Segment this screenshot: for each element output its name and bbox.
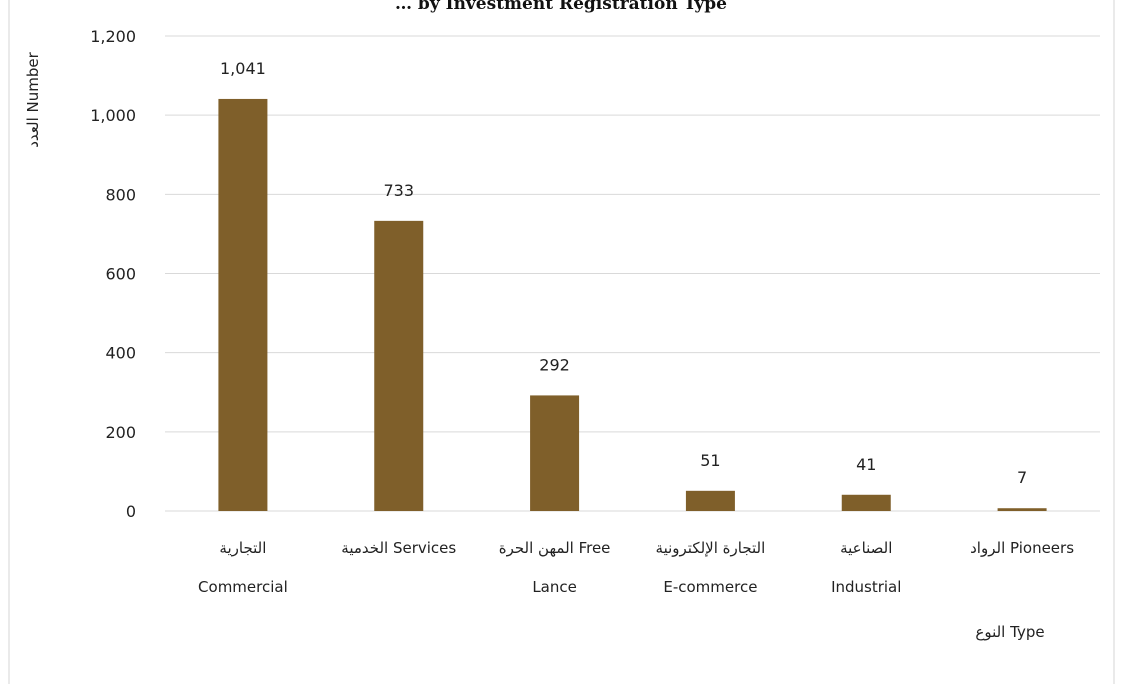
x-category-label: التجارة الإلكترونية (656, 539, 766, 557)
x-category-label: Commercial (198, 578, 288, 596)
bar (218, 98, 268, 511)
x-category-label: E-commerce (663, 578, 757, 596)
data-label: 1,041 (220, 59, 266, 78)
y-tick-label: 800 (105, 185, 136, 204)
data-label: 292 (539, 355, 570, 374)
x-category-label: Industrial (831, 578, 901, 596)
y-tick-label: 200 (105, 423, 136, 442)
bar (997, 508, 1047, 511)
gridlines (165, 35, 1100, 512)
y-tick-label: 0 (126, 502, 136, 521)
data-labels: 1,041 733 292 51 41 7 (220, 59, 1027, 487)
chart-title: … by Investment Registration Type (395, 0, 727, 14)
y-tick-label: 600 (105, 265, 136, 284)
data-label: 41 (856, 455, 876, 474)
y-tick-label: 1,000 (90, 106, 136, 125)
x-category-label: التجارية (219, 539, 266, 557)
bar (530, 395, 580, 511)
bars (218, 98, 1047, 511)
x-category-label: الرواد Pioneers (970, 539, 1074, 557)
bar (374, 220, 424, 511)
y-axis-title: العدد Number (24, 51, 42, 147)
x-category-label: المهن الحرة Free (499, 539, 611, 557)
data-label: 733 (383, 181, 414, 200)
data-label: 51 (700, 451, 720, 470)
bar (685, 490, 735, 511)
y-tick-label: 1,200 (90, 27, 136, 46)
x-category-label: الصناعية (840, 539, 892, 557)
y-tick-label: 400 (105, 344, 136, 363)
x-axis-title: النوع Type (975, 623, 1044, 641)
y-axis-ticks: 0 200 400 600 800 1,000 1,200 (90, 27, 136, 521)
data-label: 7 (1017, 468, 1027, 487)
x-axis-categories: التجارية Commercial الخدمية Services المهن … (198, 539, 1074, 596)
bar (841, 494, 891, 511)
x-category-label: الخدمية Services (341, 539, 456, 557)
x-category-label: Lance (532, 578, 577, 596)
